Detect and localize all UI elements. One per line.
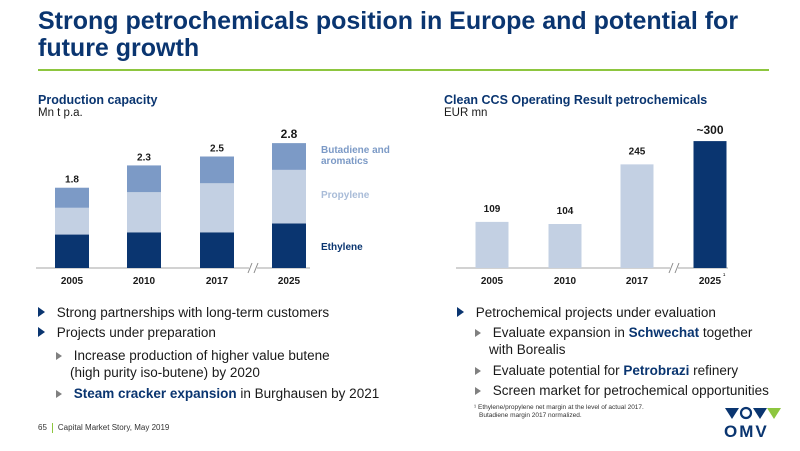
right-bullet-1: Petrochemical projects under evaluation	[457, 304, 716, 321]
footer-divider	[51, 423, 53, 433]
sub-bullet-arrow-icon	[475, 329, 481, 337]
right-chart-title: Clean CCS Operating Result petrochemical…	[444, 93, 708, 107]
bar-butadiene-and-aromatics-2025	[272, 143, 306, 170]
footnote: ¹ Ethylene/propylene net margin at the l…	[474, 404, 644, 419]
bar-result-2017	[620, 164, 654, 268]
x-tick-label-2025: 2025	[699, 276, 722, 287]
sub-bullet-arrow-icon	[475, 367, 481, 375]
bullet-arrow-icon	[38, 327, 45, 337]
bar-propylene-2005	[55, 207, 89, 235]
footer-text: Capital Market Story, May 2019	[57, 423, 170, 433]
total-label-2010: 2.3	[137, 152, 151, 163]
bar-ethylene-2005	[55, 234, 89, 268]
legend-label-0: Butadiene and	[321, 145, 390, 156]
left-sub-bullet-2: Steam cracker expansion in Burghausen by…	[56, 385, 379, 402]
right-axis-break-mark	[668, 262, 674, 274]
bar-propylene-2025	[272, 169, 306, 224]
bar-ethylene-2010	[127, 232, 161, 268]
legend-label-1: aromatics	[321, 156, 369, 167]
omv-logo-mark-icon	[725, 406, 781, 420]
legend-label-2: Propylene	[321, 190, 370, 201]
left-bullet-2: Projects under preparation	[38, 324, 216, 341]
bullet-arrow-icon	[38, 307, 45, 317]
x-tick-label-2017: 2017	[626, 276, 649, 287]
value-label-2010: 104	[557, 206, 574, 217]
x-tick-label-2025: 2025	[278, 276, 301, 287]
bar-propylene-2017	[200, 183, 234, 233]
value-label-2005: 109	[484, 204, 501, 215]
right-axis-break-mark	[674, 262, 680, 274]
bullet-arrow-icon	[457, 307, 464, 317]
total-label-2025: 2.8	[281, 127, 298, 141]
bar-result-2010	[548, 224, 582, 268]
right-chart-unit: EUR mn	[444, 107, 488, 119]
left-bullet-1: Strong partnerships with long-term custo…	[38, 304, 329, 321]
value-label-2017: 245	[629, 146, 646, 157]
right-axis-break-gap	[670, 262, 678, 274]
sub-bullet-arrow-icon	[475, 387, 481, 395]
left-sub-bullet-1: Increase production of higher value bute…	[56, 347, 330, 381]
omv-logo-text: OMV	[724, 422, 769, 441]
footer: 65 Capital Market Story, May 2019	[38, 423, 169, 433]
bar-ethylene-2025	[272, 223, 306, 268]
left-chart-title: Production capacity	[38, 93, 158, 107]
right-sub-bullet-1: Evaluate expansion in Schwechat together…	[475, 324, 752, 358]
left-axis-break-gap	[249, 262, 257, 274]
x-tick-label-2010: 2010	[554, 276, 577, 287]
bar-butadiene-and-aromatics-2010	[127, 165, 161, 193]
x-tick-label-2017: 2017	[206, 276, 229, 287]
value-label-2025: ~300	[696, 123, 723, 137]
x-tick-label-2010: 2010	[133, 276, 156, 287]
bar-butadiene-and-aromatics-2017	[200, 156, 234, 184]
bar-propylene-2010	[127, 192, 161, 233]
bar-result-2005	[475, 221, 509, 268]
legend-label-3: Ethylene	[321, 242, 363, 253]
sub-bullet-arrow-icon	[56, 352, 62, 360]
total-label-2017: 2.5	[210, 144, 224, 155]
bar-ethylene-2017	[200, 232, 234, 268]
bar-result-2025	[693, 141, 727, 268]
right-sub-bullet-2: Evaluate potential for Petrobrazi refine…	[475, 362, 738, 379]
left-axis-break-mark	[247, 262, 253, 274]
left-chart-unit: Mn t p.a.	[38, 107, 83, 119]
total-label-2005: 1.8	[65, 175, 79, 186]
sub-bullet-arrow-icon	[56, 390, 62, 398]
x-tick-label-2005: 2005	[61, 276, 84, 287]
page-number: 65	[38, 423, 47, 433]
title-divider	[38, 69, 769, 71]
slide-title: Strong petrochemicals position in Europe…	[38, 7, 739, 62]
bar-butadiene-and-aromatics-2005	[55, 187, 89, 208]
footnote-marker-2025: ¹	[723, 273, 726, 280]
x-tick-label-2005: 2005	[481, 276, 504, 287]
right-sub-bullet-3: Screen market for petrochemical opportun…	[475, 382, 769, 399]
omv-logo: OMV	[722, 405, 782, 443]
left-axis-break-mark	[253, 262, 259, 274]
